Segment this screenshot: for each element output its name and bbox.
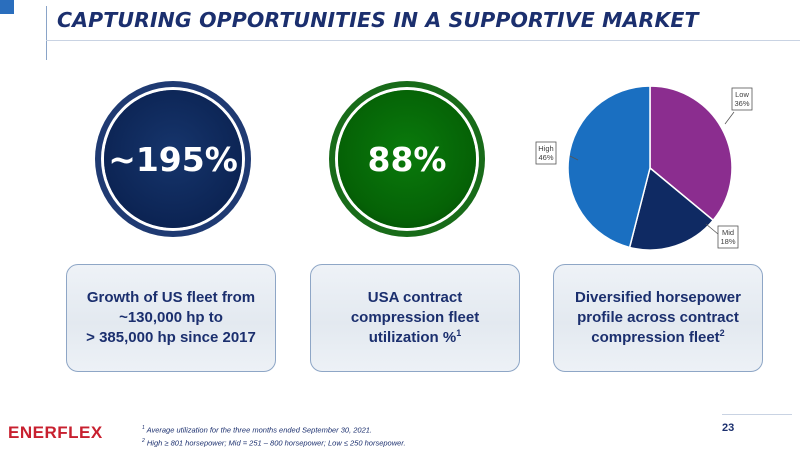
utilization-circle: 88% bbox=[329, 81, 485, 237]
utilization-card: USA contract compression fleet utilizati… bbox=[310, 264, 520, 372]
pie-slice-mid bbox=[628, 166, 715, 251]
footnote-1-mark: 1 bbox=[142, 425, 145, 431]
pie-slice-high bbox=[567, 85, 651, 249]
pie-label-value: 46% bbox=[538, 153, 553, 162]
caption-text: compression fleet bbox=[591, 329, 720, 346]
footnote-2-text: High ≥ 801 horsepower; Mid = 251 – 800 h… bbox=[146, 438, 406, 447]
footnote-2-mark: 2 bbox=[142, 437, 145, 444]
horsepower-pie-chart: Low 36% Mid 18% High 46% bbox=[520, 76, 800, 266]
title-rule bbox=[46, 6, 47, 60]
footnote-marker: 2 bbox=[719, 328, 725, 338]
horsepower-profile-caption: Diversified horsepower profile across co… bbox=[567, 288, 749, 348]
caption-line: > 385,000 hp since 2017 bbox=[86, 329, 256, 346]
slide-title: CAPTURING OPPORTUNITIES IN A SUPPORTIVE … bbox=[57, 8, 699, 32]
header-divider bbox=[46, 40, 800, 41]
pie-label-name: High bbox=[538, 144, 553, 153]
pie-slice-low bbox=[649, 85, 733, 222]
footnote-1-text: Average utilization for the three months… bbox=[146, 425, 373, 435]
utilization-caption: USA contract compression fleet utilizati… bbox=[343, 288, 487, 348]
footnote-2: 2 High ≥ 801 horsepower; Mid = 251 – 800… bbox=[142, 436, 406, 449]
pie-label-value: 18% bbox=[720, 237, 735, 246]
pie-label-name: Low bbox=[735, 90, 749, 99]
pie-label-name: Mid bbox=[722, 228, 734, 237]
fleet-growth-card: Growth of US fleet from ~130,000 hp to >… bbox=[66, 264, 276, 372]
caption-line: Growth of US fleet from bbox=[86, 289, 256, 306]
fleet-growth-value: ~195% bbox=[108, 139, 238, 179]
caption-line: Diversified horsepower bbox=[575, 289, 741, 306]
caption-line: utilization %1 bbox=[351, 328, 479, 348]
page-number-rule bbox=[722, 414, 792, 415]
caption-text: utilization % bbox=[368, 329, 457, 346]
footnote-1: 1 Average utilization for the three mont… bbox=[142, 423, 406, 436]
footnote-marker: 1 bbox=[456, 328, 462, 338]
caption-line: compression fleet2 bbox=[575, 328, 741, 348]
caption-line: ~130,000 hp to bbox=[119, 309, 223, 326]
horsepower-profile-card: Diversified horsepower profile across co… bbox=[553, 264, 763, 372]
fleet-growth-circle: ~195% bbox=[95, 81, 251, 237]
page-number: 23 bbox=[722, 422, 735, 434]
caption-line: profile across contract bbox=[577, 309, 739, 326]
pie-label-value: 36% bbox=[734, 99, 749, 108]
utilization-value: 88% bbox=[367, 139, 447, 179]
utilization-circle-inner: 88% bbox=[338, 90, 476, 228]
corner-accent bbox=[0, 0, 14, 14]
fleet-growth-caption: Growth of US fleet from ~130,000 hp to >… bbox=[78, 288, 264, 348]
caption-line: compression fleet bbox=[350, 309, 480, 326]
fleet-growth-circle-inner: ~195% bbox=[104, 90, 242, 228]
caption-line: USA contract bbox=[367, 289, 463, 306]
enerflex-logo: ENERFLEX bbox=[8, 423, 103, 442]
footnotes: 1 Average utilization for the three mont… bbox=[142, 423, 406, 448]
